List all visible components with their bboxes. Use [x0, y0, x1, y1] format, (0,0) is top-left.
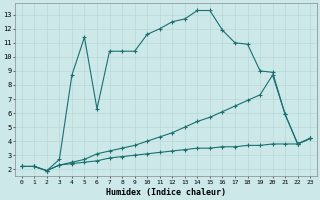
X-axis label: Humidex (Indice chaleur): Humidex (Indice chaleur)	[106, 188, 226, 197]
